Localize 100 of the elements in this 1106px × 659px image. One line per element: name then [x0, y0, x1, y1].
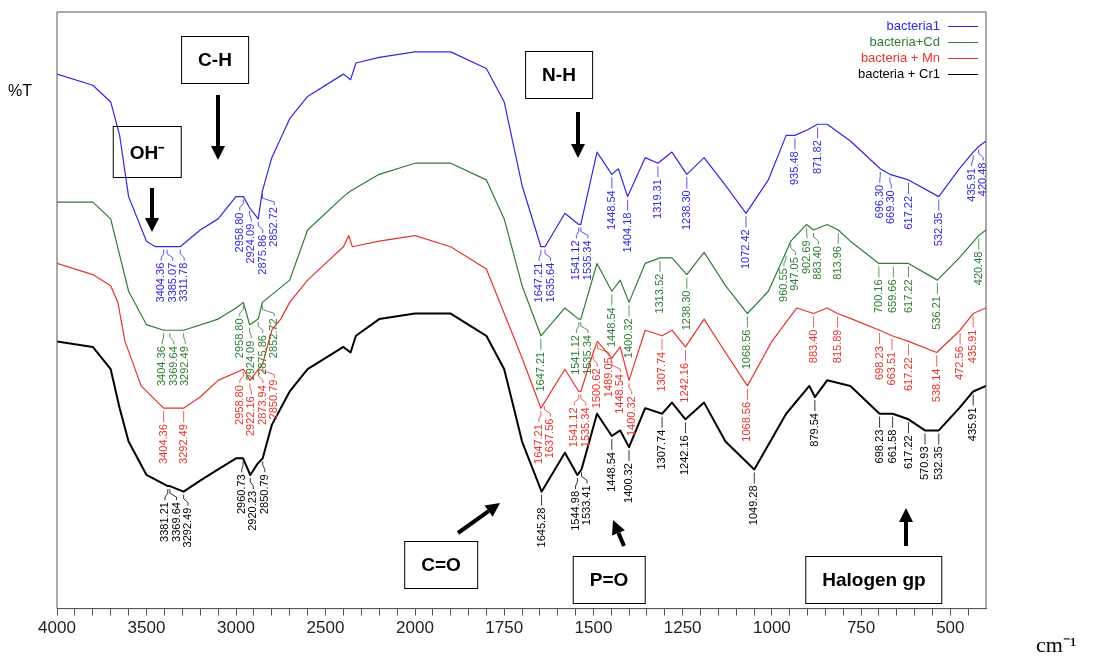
- annotation: 532.35: [931, 212, 944, 247]
- annotation: 2850.79: [267, 379, 280, 420]
- annotation: 947.05: [788, 257, 801, 291]
- annotation: 3369.64: [169, 502, 182, 542]
- annotation: 2850.79: [257, 474, 270, 515]
- annotation: 1307.74: [655, 429, 668, 470]
- annotation: 1500.62: [590, 368, 603, 409]
- x-tick-label: 750: [846, 618, 876, 638]
- annotation: 1647.21: [531, 424, 544, 464]
- annotation: 1535.34: [578, 407, 591, 448]
- annotation: 2875.86: [255, 335, 268, 375]
- x-tick-label: 1250: [663, 618, 702, 638]
- annotation: 1541.12: [567, 407, 580, 448]
- x-tick-label: 1750: [485, 618, 524, 638]
- annotation: 435.91: [966, 407, 979, 442]
- legend-label: bacteria+Cd: [869, 34, 940, 49]
- x-tick-label: 1500: [574, 618, 613, 638]
- annotation: 3404.36: [154, 262, 167, 303]
- annotation: Halogen gp: [805, 556, 943, 604]
- x-tick-label: 2500: [306, 618, 345, 638]
- annotation: 1404.18: [620, 212, 633, 253]
- annotation: 1647.21: [533, 351, 546, 392]
- annotation: 661.58: [885, 429, 898, 464]
- annotation: 3385.07: [165, 262, 178, 303]
- annotation: 617.22: [901, 435, 914, 469]
- annotation: 1049.28: [747, 485, 760, 526]
- annotation: 420.48: [971, 251, 984, 286]
- annotation: 700.16: [871, 279, 884, 314]
- annotation: 3404.36: [156, 424, 169, 464]
- annotation: 1242.16: [678, 362, 691, 403]
- annotation: 3381.21: [158, 502, 171, 542]
- annotation: C=O: [404, 541, 478, 589]
- annotation: 570.93: [918, 446, 931, 481]
- annotation: 1448.54: [604, 307, 617, 348]
- x-axis-title: cm⁻¹: [1036, 631, 1077, 658]
- x-tick-label: 500: [936, 618, 965, 638]
- annotation: 813.96: [831, 246, 844, 280]
- x-tick-label: 4000: [38, 618, 76, 638]
- annotation: 2875.86: [255, 234, 268, 275]
- annotation: 935.48: [787, 151, 800, 186]
- annotation: 1238.30: [679, 290, 692, 331]
- annotation: 617.22: [901, 357, 914, 392]
- annotation: OH⁻: [112, 126, 182, 178]
- annotation: 1645.28: [534, 507, 547, 548]
- annotation: 1535.34: [580, 240, 593, 281]
- annotation: 1647.21: [532, 262, 545, 303]
- annotation: 1541.12: [569, 240, 582, 281]
- x-tick-label: 2000: [396, 618, 434, 638]
- annotation: 1448.54: [604, 452, 617, 492]
- annotation: 659.66: [886, 279, 899, 314]
- annotation: 2924.09: [244, 340, 257, 381]
- annotation: 3292.49: [178, 346, 191, 386]
- annotation: 435.91: [964, 168, 977, 202]
- annotation: 3369.64: [166, 346, 179, 386]
- annotation: 871.82: [810, 140, 823, 174]
- annotation: 3311.78: [177, 262, 190, 302]
- annotation: 532.35: [931, 446, 944, 481]
- annotation: 883.40: [806, 329, 819, 364]
- annotation: 617.22: [901, 279, 914, 314]
- annotation: 1541.12: [569, 335, 582, 375]
- legend-label: bacteria + Mn: [860, 50, 940, 65]
- annotation: 698.23: [872, 346, 885, 380]
- legend-label: bacteria + Cr1: [857, 66, 940, 81]
- annotation: 1313.52: [653, 273, 666, 314]
- annotation: 2922.16: [244, 396, 257, 437]
- annotation: 2958.80: [232, 385, 245, 425]
- annotation: 1068.56: [740, 401, 753, 442]
- annotation: 435.91: [966, 329, 979, 364]
- annotation: 3404.36: [155, 346, 168, 386]
- annotation: C-H: [181, 36, 249, 84]
- annotation: 1535.34: [580, 335, 593, 375]
- annotation: 1400.32: [624, 396, 637, 437]
- annotation: 2852.72: [267, 207, 280, 247]
- annotation: 883.40: [811, 246, 824, 280]
- annotation: 1400.32: [622, 318, 635, 359]
- annotation: 960.55: [776, 268, 789, 302]
- annotation: 538.14: [929, 368, 942, 403]
- x-tick-label: 3500: [127, 618, 166, 638]
- annotation: N-H: [525, 51, 593, 99]
- annotation: 669.30: [884, 190, 897, 224]
- annotation: 536.21: [930, 296, 943, 330]
- annotation: 2924.09: [244, 223, 257, 264]
- annotation: 1242.16: [678, 435, 691, 476]
- annotation: 663.51: [884, 351, 897, 386]
- x-tick-label: 3000: [217, 618, 255, 638]
- annotation: 815.89: [830, 329, 843, 364]
- annotation: 902.69: [799, 240, 812, 275]
- annotation: 1637.56: [543, 418, 556, 459]
- annotation: 1319.31: [650, 179, 663, 219]
- annotation: 617.22: [901, 195, 914, 230]
- annotation: 1068.56: [740, 329, 753, 370]
- annotation: 2958.80: [232, 318, 245, 359]
- legend-label: bacteria1: [886, 18, 940, 33]
- annotation: 1448.54: [604, 190, 617, 231]
- y-axis-title: %T: [8, 82, 32, 100]
- annotation: 1489.05: [601, 357, 614, 398]
- annotation: 420.48: [976, 162, 989, 197]
- annotation: 1307.74: [655, 351, 668, 392]
- annotation: 1544.98: [568, 490, 581, 531]
- annotation: 472.56: [953, 346, 966, 380]
